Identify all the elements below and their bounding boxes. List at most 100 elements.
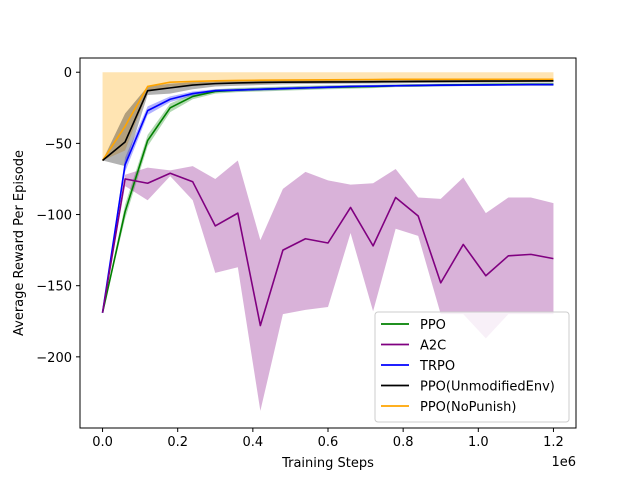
legend-label-trpo: TRPO (419, 359, 455, 374)
data-point-ppo-unmodifiedenv (485, 80, 487, 82)
data-point-ppo-nopunish (508, 79, 510, 81)
data-point-ppo-unmodifiedenv (395, 81, 397, 83)
data-point-ppo-nopunish (350, 79, 352, 81)
data-point-trpo (553, 84, 555, 86)
data-point-a2c (237, 212, 239, 214)
data-point-trpo (147, 110, 149, 112)
data-point-ppo-unmodifiedenv (440, 81, 442, 83)
data-point-trpo (237, 89, 239, 91)
data-point-a2c (260, 325, 262, 327)
data-point-ppo-nopunish (327, 79, 329, 81)
data-point-trpo (440, 84, 442, 86)
data-point-a2c (508, 255, 510, 257)
series-line-ppo-unmodifiedenv (102, 79, 554, 162)
x-axis-offset-label: 1e6 (551, 455, 576, 470)
y-tick-label: −200 (36, 351, 72, 366)
x-tick-label: 0.0 (92, 435, 113, 450)
data-point-trpo (282, 88, 284, 90)
data-point-ppo-nopunish (395, 79, 397, 81)
series-line-trpo (101, 83, 554, 313)
data-point-ppo-nopunish (372, 79, 374, 81)
x-tick-label: 0.6 (318, 435, 339, 450)
data-point-a2c (372, 245, 374, 247)
legend-label-ppo-nopunish: PPO(NoPunish) (420, 400, 516, 415)
data-point-ppo-unmodifiedenv (282, 81, 284, 83)
x-axis-ticks: 0.0 0.2 0.4 0.6 0.8 1.0 1.2 (92, 428, 564, 450)
data-point-a2c (147, 182, 149, 184)
band-trpo (102, 83, 554, 313)
data-point-trpo (395, 85, 397, 87)
data-point-trpo (417, 85, 419, 87)
data-point-trpo (327, 86, 329, 88)
data-point-a2c (440, 282, 442, 284)
data-point-ppo-nopunish (147, 86, 149, 88)
data-point-trpo (485, 84, 487, 86)
data-point-ppo-unmodifiedenv (147, 90, 149, 92)
data-point-ppo-unmodifiedenv (102, 160, 104, 162)
data-point-ppo-unmodifiedenv (305, 81, 307, 83)
data-point-a2c (462, 244, 464, 246)
x-tick-label: 0.2 (167, 435, 188, 450)
data-point-a2c (124, 178, 126, 180)
y-tick-label: −100 (36, 209, 72, 224)
band-a2c (102, 160, 554, 411)
data-point-trpo (214, 90, 216, 92)
data-point-a2c (192, 181, 194, 183)
data-point-ppo (147, 140, 149, 142)
data-point-ppo-nopunish (192, 81, 194, 83)
x-axis-label: Training Steps (281, 456, 374, 471)
data-point-ppo-unmodifiedenv (372, 81, 374, 83)
data-point-trpo (350, 86, 352, 88)
data-point-ppo-unmodifiedenv (350, 81, 352, 83)
data-point-a2c (485, 275, 487, 277)
data-point-ppo-nopunish (462, 79, 464, 81)
data-point-a2c (350, 207, 352, 209)
x-tick-label: 1.2 (543, 435, 564, 450)
data-point-ppo-unmodifiedenv (553, 80, 555, 82)
data-point-ppo-nopunish (282, 79, 284, 81)
data-point-a2c (530, 254, 532, 256)
data-point-ppo-unmodifiedenv (530, 80, 532, 82)
data-point-ppo (192, 96, 194, 98)
data-point-trpo (530, 84, 532, 86)
series-lines (101, 78, 555, 327)
data-point-ppo-unmodifiedenv (237, 82, 239, 84)
legend-box (374, 311, 570, 423)
data-point-ppo-unmodifiedenv (169, 87, 171, 89)
data-point-trpo (169, 98, 171, 100)
data-point-ppo-unmodifiedenv (462, 80, 464, 82)
data-point-ppo-nopunish (417, 79, 419, 81)
y-tick-label: −50 (45, 137, 72, 152)
data-point-trpo (508, 84, 510, 86)
data-point-trpo (192, 93, 194, 95)
data-point-trpo (124, 164, 126, 166)
data-point-ppo-nopunish (214, 80, 216, 82)
data-point-ppo-nopunish (553, 79, 555, 81)
data-point-ppo-nopunish (485, 79, 487, 81)
data-point-trpo (260, 89, 262, 91)
data-point-trpo (305, 87, 307, 89)
data-point-a2c (214, 225, 216, 227)
data-point-trpo (462, 84, 464, 86)
data-point-ppo-unmodifiedenv (192, 84, 194, 86)
data-point-trpo (372, 85, 374, 87)
data-point-ppo-unmodifiedenv (327, 81, 329, 83)
data-point-a2c (305, 238, 307, 240)
data-point-ppo-unmodifiedenv (508, 80, 510, 82)
data-point-a2c (417, 215, 419, 217)
data-point-ppo-nopunish (169, 81, 171, 83)
data-point-ppo (124, 211, 126, 213)
data-point-a2c (327, 242, 329, 244)
x-tick-label: 0.8 (393, 435, 414, 450)
y-axis-label: Average Reward Per Episode (12, 150, 27, 336)
legend-label-ppo-unmodifiedenv: PPO(UnmodifiedEnv) (420, 380, 555, 395)
series-line-a2c (101, 172, 554, 327)
x-tick-label: 1.0 (468, 435, 489, 450)
legend-label-ppo: PPO (420, 318, 446, 333)
data-point-a2c (282, 249, 284, 251)
legend: PPO A2C TRPO PPO(UnmodifiedEnv) PPO(NoPunish… (374, 311, 570, 423)
data-point-ppo-nopunish (305, 79, 307, 81)
y-tick-label: −150 (36, 280, 72, 295)
series-line-ppo-nopunish (101, 78, 554, 161)
